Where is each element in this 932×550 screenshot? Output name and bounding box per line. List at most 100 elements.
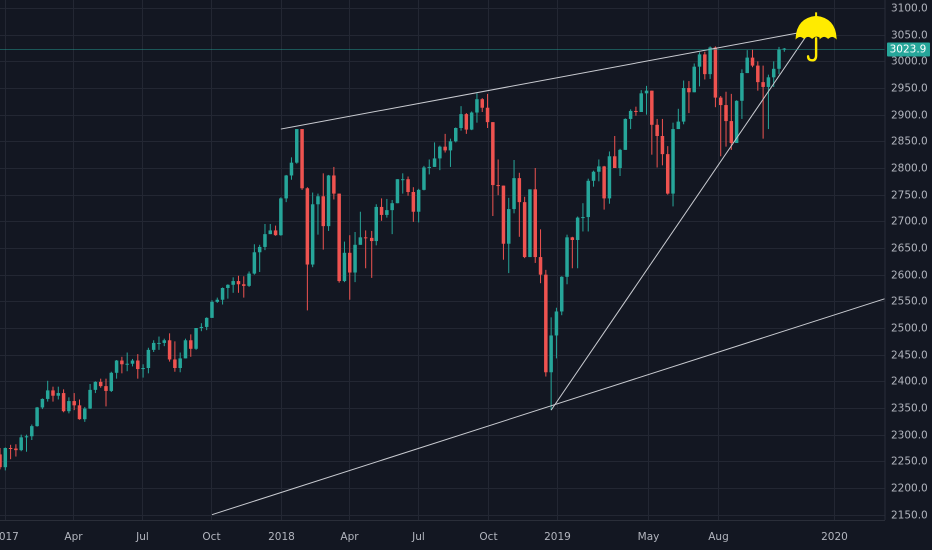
candle-up — [416, 188, 421, 223]
umbrella-canopy — [795, 15, 837, 40]
candle-down — [8, 444, 13, 460]
candle-body — [104, 386, 108, 391]
candle-body — [162, 340, 167, 343]
candle-body — [3, 448, 8, 468]
candle-up — [56, 386, 61, 400]
candle-up — [316, 193, 320, 235]
candle-up — [199, 323, 204, 332]
candle-up — [24, 434, 29, 452]
price-axis[interactable]: 2150.0 2200.0 2250.0 2300.0 2350.0 2400.0 2450… — [884, 0, 932, 550]
umbrella-icon[interactable] — [795, 12, 837, 62]
trendline[interactable] — [211, 298, 886, 516]
candle-body — [655, 124, 659, 136]
candle-down — [687, 81, 691, 114]
candle-down — [655, 118, 659, 168]
candle-up — [395, 179, 400, 204]
y-tick-label: 3000.0 — [891, 56, 928, 68]
candle-down — [0, 448, 2, 470]
candle-body — [93, 381, 98, 390]
candle-body — [284, 175, 288, 199]
trendlines[interactable] — [211, 26, 886, 516]
candle-up — [586, 178, 590, 232]
candle-down — [337, 193, 341, 283]
candle-up — [618, 148, 622, 176]
candle-up — [252, 244, 257, 275]
y-tick-label: 2750.0 — [891, 190, 928, 202]
candle-body — [310, 204, 315, 265]
candle-down — [660, 118, 665, 166]
candle-down — [61, 389, 66, 413]
y-tick-label: 2550.0 — [891, 296, 928, 308]
y-tick-label: 2250.0 — [891, 456, 928, 468]
y-tick-label: 2600.0 — [891, 270, 928, 282]
candle-body — [19, 437, 23, 451]
candle-up — [215, 297, 220, 303]
candle-down — [602, 165, 606, 210]
trendline[interactable] — [550, 29, 812, 411]
candle-up — [183, 338, 188, 359]
last-price-badge-bg — [887, 42, 930, 57]
candle-body — [231, 281, 235, 285]
candle-body — [194, 328, 198, 349]
candle-up — [194, 328, 198, 350]
candle-down — [332, 166, 336, 200]
candle-up — [257, 244, 262, 272]
x-tick-label: Apr — [340, 531, 359, 543]
umbrella-handle — [806, 37, 818, 62]
candle-body — [634, 110, 638, 112]
candle-body — [665, 154, 670, 194]
candle-body — [740, 73, 744, 101]
candle-up — [326, 174, 331, 231]
candle-body — [687, 88, 691, 93]
candle-up — [141, 364, 145, 378]
candle-down — [612, 136, 617, 168]
candle-down — [501, 185, 506, 260]
candle-body — [109, 372, 114, 391]
last-price-badge: 3023.9 — [887, 42, 930, 57]
candle-down — [321, 173, 326, 250]
candle-up — [575, 216, 580, 269]
candle-body — [151, 342, 156, 350]
candle-down — [72, 393, 76, 411]
candle-up — [438, 145, 442, 171]
candle-up — [353, 232, 357, 283]
candle-body — [51, 390, 55, 396]
candle-body — [289, 162, 294, 176]
candle-down — [544, 269, 548, 377]
candle-body — [247, 273, 251, 286]
candle-down — [51, 386, 55, 402]
candle-up — [469, 111, 474, 131]
candle-down — [665, 146, 670, 195]
candle-body — [607, 156, 612, 199]
candle-body — [650, 90, 654, 125]
candle-body — [512, 178, 516, 210]
x-tick-label: Oct — [202, 531, 220, 543]
candle-body — [401, 179, 405, 181]
candle-body — [395, 179, 400, 204]
x-tick-label: 2019 — [544, 531, 571, 543]
x-tick-label: 2018 — [268, 531, 295, 543]
candle-down — [173, 341, 177, 372]
candle-body — [321, 196, 326, 227]
candle-up — [109, 371, 114, 392]
candle-down — [443, 133, 447, 153]
candle-up — [114, 360, 119, 379]
candle-down — [480, 98, 484, 112]
time-axis[interactable]: 2017 Apr Jul Oct 2018 Apr Jul Oct 2019 May Aug 2020 — [0, 520, 932, 550]
candle-body — [61, 393, 66, 412]
candle-body — [369, 237, 374, 242]
price-axis-background — [885, 0, 932, 550]
candle-down — [718, 96, 723, 157]
candle-up — [220, 287, 225, 305]
candle-body — [363, 237, 368, 239]
candles — [0, 46, 787, 471]
candle-up — [565, 234, 569, 285]
candle-body — [761, 82, 765, 87]
candle-down — [411, 187, 416, 222]
candle-down — [189, 334, 193, 357]
trendline[interactable] — [280, 26, 833, 130]
candle-body — [353, 244, 357, 273]
candle-up — [284, 174, 288, 203]
